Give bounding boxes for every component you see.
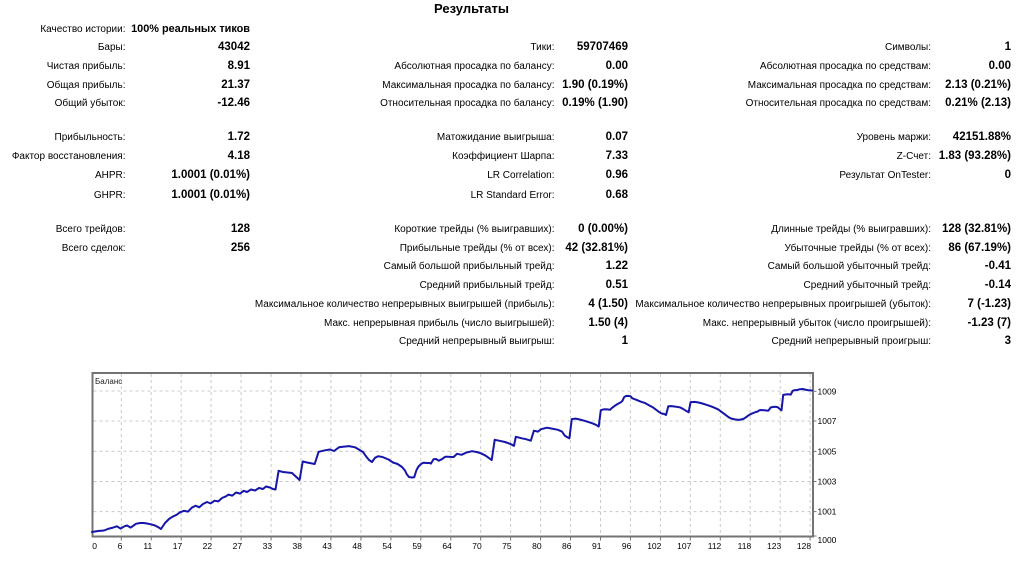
svg-text:70: 70: [472, 541, 482, 551]
svg-text:27: 27: [233, 541, 243, 551]
svg-text:107: 107: [677, 541, 691, 551]
svg-text:1007: 1007: [818, 416, 837, 426]
svg-text:64: 64: [442, 541, 452, 551]
svg-text:38: 38: [293, 541, 303, 551]
svg-text:112: 112: [708, 541, 722, 551]
svg-text:Баланс: Баланс: [95, 377, 122, 386]
svg-text:75: 75: [502, 541, 512, 551]
svg-text:128: 128: [797, 541, 811, 551]
svg-text:1000: 1000: [818, 535, 837, 545]
svg-text:0: 0: [92, 541, 97, 551]
svg-text:59: 59: [412, 541, 422, 551]
svg-text:43: 43: [322, 541, 332, 551]
svg-text:17: 17: [173, 541, 183, 551]
svg-text:91: 91: [592, 541, 602, 551]
svg-text:1005: 1005: [818, 446, 837, 456]
svg-text:1001: 1001: [818, 507, 837, 517]
svg-text:6: 6: [118, 541, 123, 551]
svg-text:96: 96: [622, 541, 632, 551]
svg-text:48: 48: [352, 541, 362, 551]
svg-text:33: 33: [263, 541, 273, 551]
svg-text:11: 11: [143, 541, 152, 551]
svg-text:86: 86: [562, 541, 572, 551]
svg-text:22: 22: [203, 541, 213, 551]
svg-text:118: 118: [738, 541, 752, 551]
svg-text:54: 54: [382, 541, 392, 551]
svg-text:80: 80: [532, 541, 542, 551]
svg-text:1003: 1003: [818, 477, 837, 487]
svg-text:102: 102: [647, 541, 661, 551]
svg-text:123: 123: [767, 541, 781, 551]
svg-text:1009: 1009: [818, 386, 837, 396]
